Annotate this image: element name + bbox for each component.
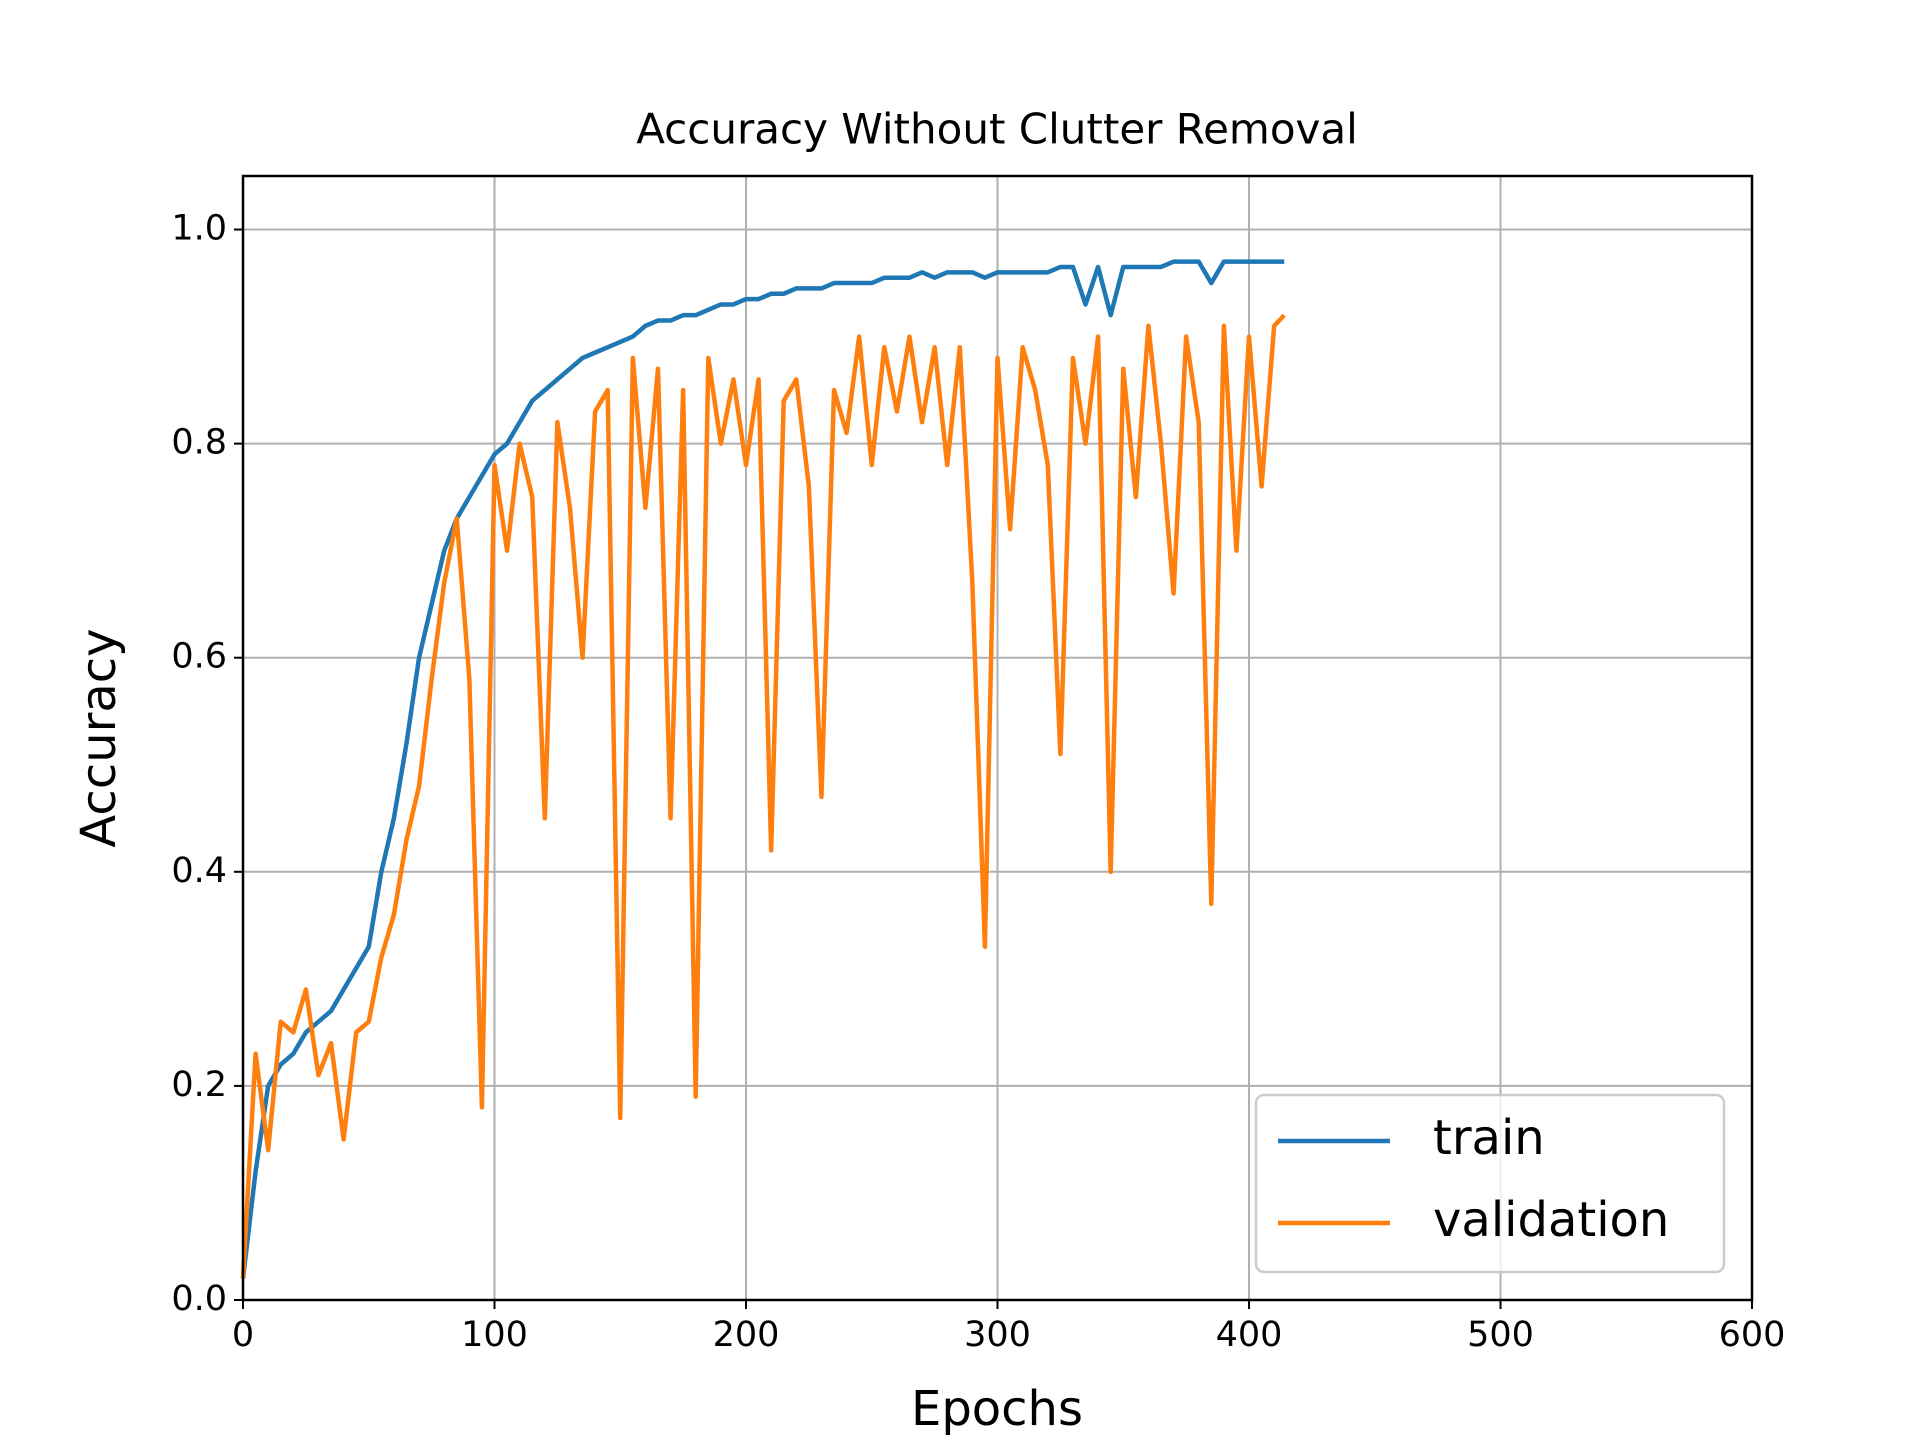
x-tick-label: 400 [1216,1315,1283,1355]
y-tick-label: 0.4 [171,851,227,891]
y-tick-label: 0.6 [171,637,227,677]
y-tick-label: 1.0 [171,209,227,249]
y-tick-label: 0.8 [171,423,227,463]
series-line [240,313,1286,1279]
legend-label: train [1433,1110,1545,1166]
plot-frame [241,174,1754,1302]
x-tick-label: 300 [964,1315,1031,1355]
x-tick-label: 600 [1719,1315,1786,1355]
legend: train validation [1254,1093,1726,1274]
y-tick-label: 0.2 [171,1065,227,1105]
y-tick-label: 0.0 [171,1279,227,1319]
x-tick-label: 200 [713,1315,780,1355]
y-axis-label: Accuracy [71,628,127,847]
series-line [240,259,1285,1279]
x-tick-label: 500 [1467,1315,1534,1355]
x-tick-label: 0 [232,1315,254,1355]
x-tick-label: 100 [461,1315,528,1355]
x-axis-label: Epochs [911,1381,1083,1437]
chart-title: Accuracy Without Clutter Removal [636,105,1358,154]
legend-label: validation [1433,1192,1669,1248]
